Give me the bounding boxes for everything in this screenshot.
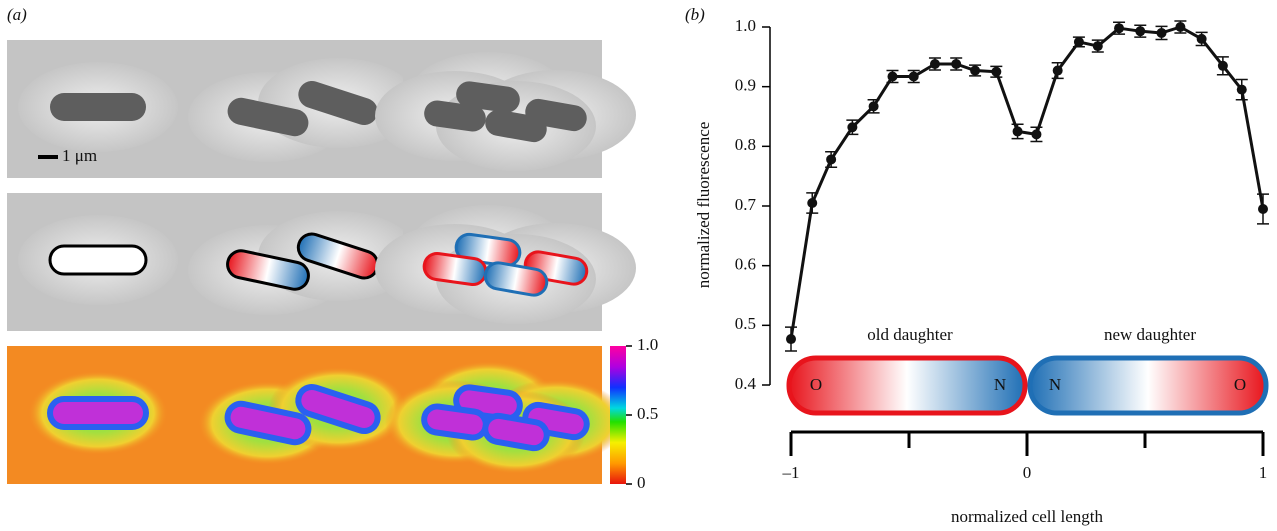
data-point	[1013, 126, 1023, 136]
data-point	[847, 122, 857, 132]
figure: 1 μm 0 0.5 1.0 (a) (b) normalized cell leng…	[0, 0, 1277, 531]
annotation: new daughter	[1104, 325, 1196, 344]
y-tick-label: 0.8	[735, 135, 756, 154]
panel-label: (b)	[685, 5, 705, 24]
data-point	[930, 59, 940, 69]
annotation: old daughter	[867, 325, 953, 344]
cell	[50, 246, 146, 274]
data-point	[1175, 22, 1185, 32]
x-tick-label: 0	[1023, 463, 1032, 482]
data-point	[1074, 37, 1084, 47]
annotation: N	[1049, 375, 1061, 394]
data-point	[1053, 66, 1063, 76]
data-point	[1135, 26, 1145, 36]
data-point	[1258, 204, 1268, 214]
x-axis-title: normalized cell length	[951, 507, 1103, 526]
y-tick-label: 0.4	[735, 374, 757, 393]
data-point	[951, 59, 961, 69]
data-point	[869, 101, 879, 111]
old-daughter-cell	[789, 358, 1025, 413]
new-daughter-cell	[1030, 358, 1266, 413]
cell	[50, 93, 146, 121]
data-point	[1218, 61, 1228, 71]
data-point	[807, 198, 817, 208]
annotation: O	[810, 375, 822, 394]
y-tick-label: 1.0	[735, 16, 756, 35]
panel-label: (a)	[7, 5, 27, 24]
data-point	[1031, 129, 1041, 139]
cell	[50, 399, 146, 427]
data-point	[887, 72, 897, 82]
y-tick-label: 0.7	[735, 195, 757, 214]
x-tick-label: 1	[1259, 463, 1268, 482]
data-point	[1197, 34, 1207, 44]
x-tick-label: –1	[782, 463, 800, 482]
data-line	[791, 27, 1263, 339]
data-point	[786, 334, 796, 344]
cell	[422, 405, 487, 439]
colorbar	[610, 346, 626, 484]
data-point	[991, 67, 1001, 77]
scale-bar	[38, 155, 58, 159]
data-point	[909, 72, 919, 82]
data-point	[1114, 23, 1124, 33]
y-tick-label: 0.5	[735, 314, 756, 333]
data-point	[826, 154, 836, 164]
colorbar-tick-label: 0	[637, 473, 646, 492]
panel-a: 1 μm 0 0.5 1.0	[7, 40, 658, 492]
data-point	[1157, 28, 1167, 38]
annotation: O	[1234, 375, 1246, 394]
y-tick-label: 0.9	[735, 76, 756, 95]
colorbar-tick-label: 0.5	[637, 404, 658, 423]
data-point	[1093, 41, 1103, 51]
scale-bar-label: 1 μm	[62, 146, 97, 165]
annotation: N	[994, 375, 1006, 394]
colorbar-tick-label: 1.0	[637, 335, 658, 354]
data-point	[970, 66, 980, 76]
data-point	[1237, 85, 1247, 95]
y-axis-title: normalized fluorescence	[694, 122, 713, 289]
y-tick-label: 0.6	[735, 255, 756, 274]
